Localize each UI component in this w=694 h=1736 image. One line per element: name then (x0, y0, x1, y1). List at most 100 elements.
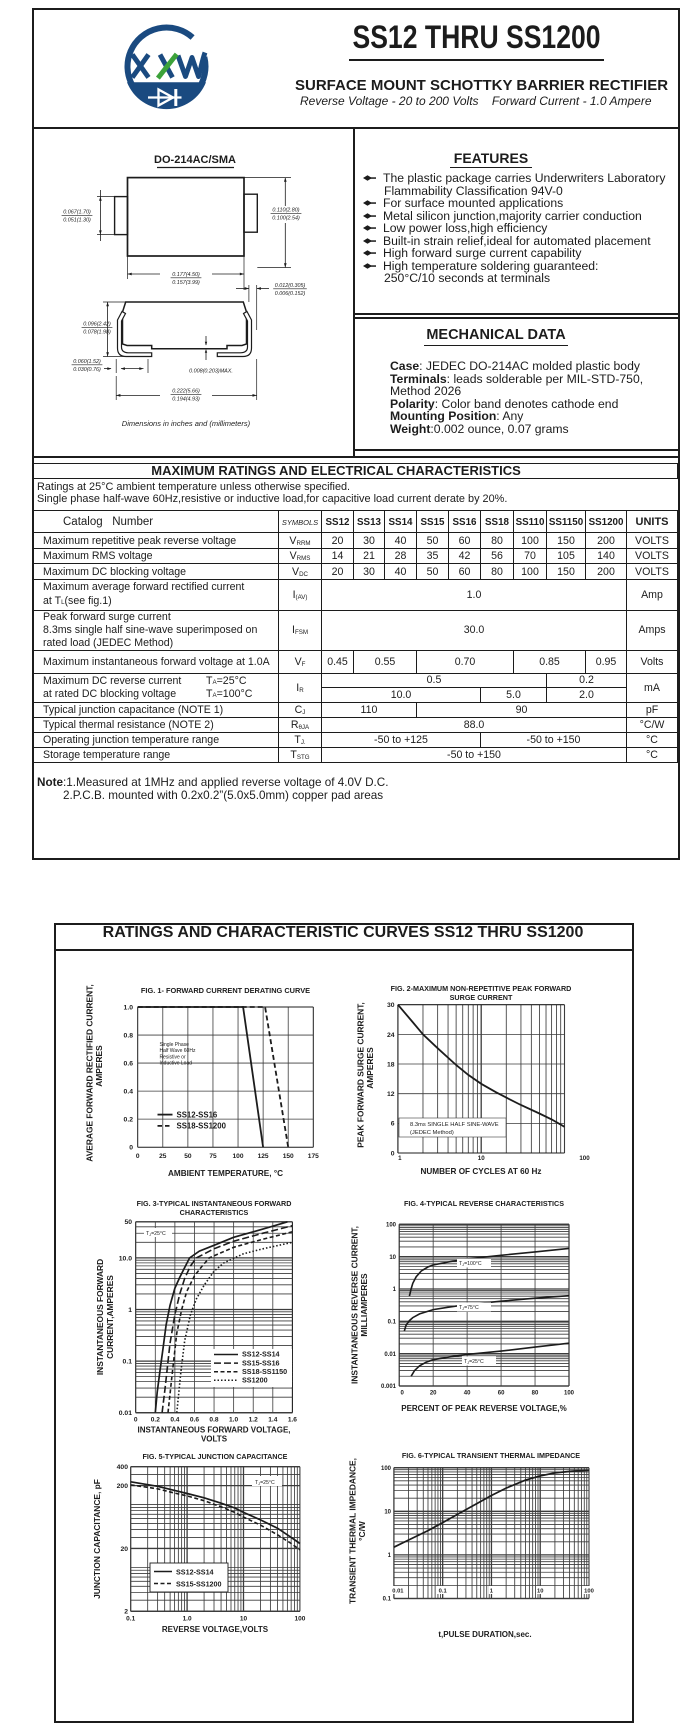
svg-text:0.4: 0.4 (170, 1417, 179, 1424)
svg-text:100: 100 (564, 1391, 575, 1397)
svg-text:0.110(2.80): 0.110(2.80) (272, 208, 299, 214)
svg-text:0.01: 0.01 (384, 1352, 396, 1358)
svg-text:24: 24 (387, 1032, 395, 1039)
svg-text:0.6: 0.6 (190, 1417, 199, 1424)
svg-text:0.008(0.203)MAX.: 0.008(0.203)MAX. (189, 369, 233, 375)
svg-text:8.3ms SINGLE HALF SINE-WAVE: 8.3ms SINGLE HALF SINE-WAVE (410, 1122, 499, 1128)
svg-text:1: 1 (128, 1307, 132, 1314)
svg-text:SS1200: SS1200 (242, 1376, 268, 1385)
svg-text:PERCENT OF PEAK REVERSE VOLTAG: PERCENT OF PEAK REVERSE VOLTAGE,% (401, 1404, 567, 1413)
svg-text:0.1: 0.1 (439, 1589, 448, 1595)
svg-text:100: 100 (579, 1155, 590, 1162)
svg-text:10: 10 (537, 1589, 543, 1595)
svg-text:60: 60 (498, 1391, 505, 1397)
svg-text:200: 200 (117, 1483, 129, 1490)
svg-text:50: 50 (184, 1153, 192, 1160)
svg-text:400: 400 (117, 1464, 129, 1471)
svg-text:TJ=25°C: TJ=25°C (146, 1231, 166, 1237)
svg-text:0: 0 (136, 1153, 140, 1160)
svg-text:REVERSE VOLTAGE,VOLTS: REVERSE VOLTAGE,VOLTS (162, 1625, 269, 1634)
svg-text:40: 40 (464, 1391, 471, 1397)
svg-text:CHARACTERISTICS: CHARACTERISTICS (180, 1208, 249, 1217)
svg-text:1.6: 1.6 (288, 1417, 297, 1424)
svg-text:0.2: 0.2 (151, 1417, 160, 1424)
svg-text:°C/W: °C/W (357, 1521, 367, 1541)
svg-text:100: 100 (584, 1589, 594, 1595)
svg-text:AMPERES: AMPERES (94, 1045, 104, 1087)
svg-text:100: 100 (386, 1223, 397, 1229)
svg-text:0.1: 0.1 (388, 1320, 397, 1326)
svg-text:INSTANTANEOUS REVERSE CURRENT,: INSTANTANEOUS REVERSE CURRENT, (349, 1226, 359, 1384)
svg-text:0.001: 0.001 (381, 1384, 397, 1390)
svg-text:0: 0 (134, 1417, 138, 1424)
svg-text:0.01: 0.01 (392, 1589, 404, 1595)
svg-text:0: 0 (401, 1391, 405, 1397)
svg-text:FIG. 5-TYPICAL JUNCTION CAPACI: FIG. 5-TYPICAL JUNCTION CAPACITANCE (143, 1452, 288, 1461)
svg-text:1.0: 1.0 (229, 1417, 238, 1424)
svg-text:SS15-SS1200: SS15-SS1200 (176, 1580, 222, 1589)
svg-text:20: 20 (430, 1391, 437, 1397)
svg-text:FIG. 6-TYPICAL TRANSIENT THERM: FIG. 6-TYPICAL TRANSIENT THERMAL IMPEDAN… (402, 1451, 580, 1460)
svg-text:TJ=25°C: TJ=25°C (255, 1480, 275, 1486)
svg-text:PEAK FORWARD SURGE CURRENT,: PEAK FORWARD SURGE CURRENT, (355, 1002, 365, 1147)
svg-text:0.012(0.305): 0.012(0.305) (275, 283, 306, 289)
svg-text:Single Phase: Single Phase (160, 1042, 190, 1048)
svg-text:DO-214AC/SMA: DO-214AC/SMA (154, 154, 236, 166)
svg-text:10: 10 (384, 1510, 391, 1516)
svg-text:SS12-SS14: SS12-SS14 (242, 1350, 280, 1359)
svg-text:0.1: 0.1 (126, 1616, 135, 1623)
svg-text:Inductive Load: Inductive Load (160, 1061, 193, 1067)
svg-text:TRANSIENT THERMAL IMPEDANCE,: TRANSIENT THERMAL IMPEDANCE, (347, 1458, 357, 1604)
svg-text:AMBIENT TEMPERATURE, °C: AMBIENT TEMPERATURE, °C (168, 1169, 283, 1178)
svg-text:0.067(1.70): 0.067(1.70) (63, 210, 91, 216)
svg-text:125: 125 (258, 1153, 269, 1160)
svg-text:SURGE CURRENT: SURGE CURRENT (450, 993, 513, 1002)
svg-text:SS18-SS1200: SS18-SS1200 (177, 1122, 227, 1131)
svg-text:150: 150 (283, 1153, 294, 1160)
svg-text:100: 100 (294, 1616, 305, 1623)
svg-text:SS12-SS16: SS12-SS16 (177, 1110, 218, 1119)
svg-text:10: 10 (478, 1155, 485, 1162)
svg-text:SS12-SS14: SS12-SS14 (176, 1568, 214, 1577)
svg-text:INSTANTANEOUS FORWARD VOLTAGE,: INSTANTANEOUS FORWARD VOLTAGE, (137, 1426, 290, 1435)
svg-text:0.100(2.54): 0.100(2.54) (272, 216, 300, 222)
svg-text:2: 2 (124, 1609, 128, 1616)
svg-text:FIG. 4-TYPICAL REVERSE CHARACT: FIG. 4-TYPICAL REVERSE CHARACTERISTICS (404, 1199, 564, 1208)
svg-text:100: 100 (381, 1466, 392, 1472)
svg-text:1: 1 (490, 1589, 494, 1595)
svg-text:NUMBER OF CYCLES AT 60 Hz: NUMBER OF CYCLES AT 60 Hz (420, 1167, 541, 1176)
svg-text:FIG. 2-MAXIMUM NON-REPETITIVE: FIG. 2-MAXIMUM NON-REPETITIVE PEAK FORWA… (391, 984, 572, 993)
svg-text:10.0: 10.0 (119, 1255, 132, 1262)
svg-text:0.01: 0.01 (119, 1410, 132, 1417)
svg-text:0.177(4.50): 0.177(4.50) (172, 272, 200, 278)
svg-text:1: 1 (393, 1287, 397, 1293)
svg-text:20: 20 (120, 1546, 128, 1553)
svg-text:SS18-SS1150: SS18-SS1150 (242, 1367, 287, 1376)
svg-text:0: 0 (129, 1145, 133, 1152)
svg-text:FIG. 3-TYPICAL INSTANTANEOUS F: FIG. 3-TYPICAL INSTANTANEOUS FORWARD (137, 1199, 292, 1208)
svg-text:25: 25 (159, 1153, 167, 1160)
svg-text:FIG. 1- FORWARD CURRENT DERATI: FIG. 1- FORWARD CURRENT DERATING CURVE (141, 986, 310, 995)
svg-text:12: 12 (387, 1091, 395, 1098)
svg-text:100: 100 (232, 1153, 243, 1160)
svg-text:0.8: 0.8 (124, 1032, 134, 1039)
svg-text:TJ=100°C: TJ=100°C (459, 1261, 482, 1267)
svg-text:(JEDEC Method): (JEDEC Method) (410, 1130, 454, 1136)
svg-text:VOLTS: VOLTS (201, 1435, 228, 1444)
svg-text:TJ=25°C: TJ=25°C (464, 1359, 484, 1365)
svg-text:0.6: 0.6 (124, 1061, 134, 1068)
svg-text:0: 0 (391, 1150, 395, 1157)
svg-text:0.194(4.93): 0.194(4.93) (172, 397, 200, 403)
svg-text:0.078(1.98): 0.078(1.98) (83, 330, 111, 336)
svg-text:AVERAGE FORWARD RECTIFIED CURR: AVERAGE FORWARD RECTIFIED CURRENT, (84, 984, 94, 1161)
svg-text:0.222(5.66): 0.222(5.66) (172, 389, 200, 395)
svg-text:INSTANTANEOUS FORWARD: INSTANTANEOUS FORWARD (95, 1259, 105, 1375)
svg-text:JUNCTION CAPACITANCE, pF: JUNCTION CAPACITANCE, pF (92, 1479, 102, 1599)
svg-text:Resistive or: Resistive or (160, 1054, 186, 1060)
svg-text:0.4: 0.4 (124, 1089, 134, 1096)
svg-text:1.4: 1.4 (268, 1417, 277, 1424)
svg-text:75: 75 (209, 1153, 217, 1160)
svg-text:CURRENT,AMPERES: CURRENT,AMPERES (105, 1275, 115, 1359)
svg-text:1.0: 1.0 (183, 1616, 192, 1623)
svg-text:0.051(1.30): 0.051(1.30) (63, 218, 91, 224)
